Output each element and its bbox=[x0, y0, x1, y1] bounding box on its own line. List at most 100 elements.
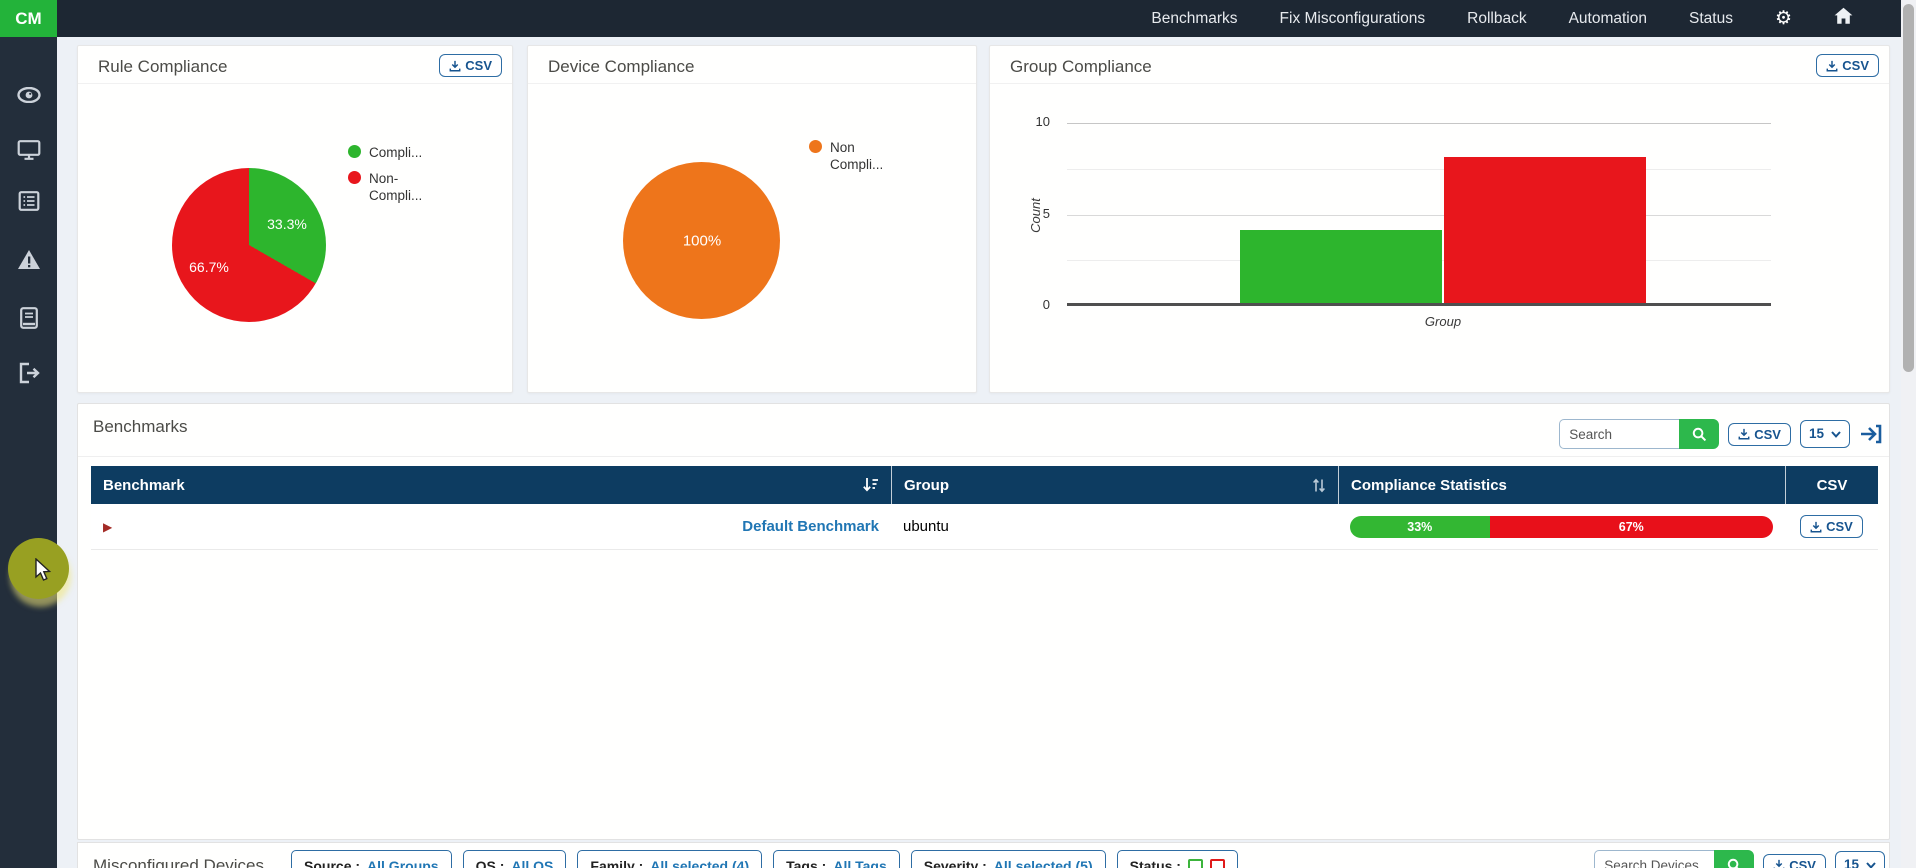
expand-panel-icon[interactable] bbox=[1859, 422, 1883, 446]
filter-source[interactable]: Source : All Groups bbox=[291, 850, 452, 868]
home-icon[interactable] bbox=[1834, 7, 1853, 30]
search-group bbox=[1559, 419, 1720, 449]
column-header-benchmark[interactable]: Benchmark bbox=[91, 466, 891, 504]
benchmark-link[interactable]: Default Benchmark bbox=[742, 518, 879, 535]
nav-status[interactable]: Status bbox=[1689, 9, 1733, 27]
page-scrollbar[interactable] bbox=[1901, 0, 1916, 868]
benchmarks-controls: CSV 15 bbox=[1559, 419, 1883, 449]
rule-compliance-pie[interactable] bbox=[172, 168, 326, 322]
row-csv-button[interactable]: CSV bbox=[1800, 515, 1863, 538]
progress-compliant: 33% bbox=[1350, 515, 1490, 538]
panel-title: Benchmarks bbox=[93, 417, 188, 436]
chevron-down-icon bbox=[1831, 430, 1841, 438]
compliance-progress-bar: 33% 67% bbox=[1350, 515, 1773, 538]
filter-family[interactable]: Family : All selected (4) bbox=[577, 850, 763, 868]
filter-tags[interactable]: Tags : All Tags bbox=[773, 850, 900, 868]
card-title: Group Compliance bbox=[1010, 57, 1152, 76]
y-axis-tick: 10 bbox=[1035, 114, 1050, 129]
nav-fix-misconfigurations[interactable]: Fix Misconfigurations bbox=[1279, 9, 1426, 27]
legend-dot-compliant bbox=[348, 145, 361, 158]
y-axis-tick: 0 bbox=[1042, 297, 1050, 312]
expand-row-icon[interactable]: ▶ bbox=[103, 519, 113, 534]
list-icon[interactable] bbox=[18, 191, 39, 216]
download-icon bbox=[1773, 859, 1785, 868]
gridline bbox=[1067, 123, 1771, 124]
page-size-select[interactable]: 15 bbox=[1799, 420, 1850, 448]
book-icon[interactable] bbox=[19, 307, 38, 334]
gear-icon[interactable]: ⚙ bbox=[1774, 8, 1792, 29]
download-icon bbox=[1826, 60, 1838, 71]
sort-updown-icon bbox=[1313, 478, 1325, 492]
divider bbox=[990, 83, 1889, 84]
monitor-icon[interactable] bbox=[17, 140, 40, 165]
eye-icon[interactable] bbox=[16, 86, 41, 108]
pie-slice-label: 66.7% bbox=[189, 259, 229, 275]
mouse-cursor-icon bbox=[35, 558, 52, 581]
benchmarks-table: Benchmark Group Compliance Statistics CS… bbox=[91, 466, 1878, 550]
legend-dot-noncompliant bbox=[348, 171, 361, 184]
status-compliant-checkbox[interactable] bbox=[1187, 858, 1203, 868]
gridline bbox=[1067, 214, 1771, 216]
warning-icon[interactable] bbox=[17, 249, 41, 275]
device-compliance-pie[interactable] bbox=[623, 162, 780, 319]
progress-noncompliant: 67% bbox=[1489, 515, 1773, 538]
scrollbar-thumb[interactable] bbox=[1903, 4, 1914, 372]
search-button[interactable] bbox=[1714, 850, 1755, 868]
bar-chart-plot-area bbox=[1067, 123, 1771, 306]
chevron-down-icon bbox=[1866, 861, 1876, 868]
x-axis-label: Group bbox=[1424, 314, 1462, 329]
column-header-compliance-statistics[interactable]: Compliance Statistics bbox=[1338, 466, 1785, 504]
status-noncompliant-checkbox[interactable] bbox=[1209, 858, 1225, 868]
divider bbox=[78, 83, 512, 84]
rule-compliance-card: Rule Compliance CSV 33.3% 66.7% Compli..… bbox=[77, 45, 513, 393]
sort-amount-icon bbox=[863, 478, 878, 492]
left-sidebar bbox=[0, 37, 57, 868]
download-icon bbox=[1810, 521, 1822, 532]
table-row: ▶ Default Benchmark ubuntu 33% 67% CSV bbox=[91, 504, 1878, 550]
filter-os[interactable]: OS : All OS bbox=[462, 850, 567, 868]
search-icon bbox=[1692, 427, 1706, 441]
device-compliance-card: Device Compliance 100% Non Compli... bbox=[527, 45, 977, 393]
cursor-highlight bbox=[8, 538, 69, 599]
search-button[interactable] bbox=[1679, 419, 1720, 449]
bar-compliant[interactable] bbox=[1240, 230, 1442, 303]
csv-export-button[interactable]: CSV bbox=[1728, 422, 1791, 446]
misconfigured-devices-panel: Misconfigured Devices Source : All Group… bbox=[77, 842, 1890, 868]
nav-automation[interactable]: Automation bbox=[1568, 9, 1647, 27]
group-cell: ubuntu bbox=[903, 518, 949, 535]
divider bbox=[78, 456, 1889, 457]
logout-icon[interactable] bbox=[18, 362, 40, 389]
search-input[interactable] bbox=[1559, 419, 1680, 449]
app-logo[interactable]: CM bbox=[0, 0, 57, 37]
column-header-group[interactable]: Group bbox=[891, 466, 1338, 504]
table-header: Benchmark Group Compliance Statistics CS… bbox=[91, 466, 1878, 504]
misconfigured-controls: CSV 15 bbox=[1594, 850, 1885, 868]
csv-export-button[interactable]: CSV bbox=[1816, 54, 1879, 77]
bar-noncompliant[interactable] bbox=[1444, 157, 1646, 303]
legend-item[interactable]: Non- Compli... bbox=[348, 170, 422, 204]
download-icon bbox=[1738, 428, 1750, 440]
legend-item[interactable]: Compli... bbox=[348, 144, 422, 161]
group-compliance-card: Group Compliance CSV 10 5 0 Count Group bbox=[989, 45, 1890, 393]
csv-export-button[interactable]: CSV bbox=[439, 54, 502, 77]
gridline bbox=[1067, 168, 1771, 170]
pie-legend: Non Compli... bbox=[809, 139, 883, 182]
search-devices-input[interactable] bbox=[1594, 850, 1715, 868]
card-title: Rule Compliance bbox=[98, 57, 228, 76]
divider bbox=[528, 83, 976, 84]
csv-export-button[interactable]: CSV bbox=[1763, 853, 1826, 868]
y-axis-tick: 5 bbox=[1042, 206, 1050, 221]
search-icon bbox=[1727, 858, 1739, 868]
nav-rollback[interactable]: Rollback bbox=[1467, 9, 1527, 27]
legend-dot-noncompliant bbox=[809, 140, 822, 153]
nav-menu: Benchmarks Fix Misconfigurations Rollbac… bbox=[1151, 7, 1901, 30]
filter-severity[interactable]: Severity : All selected (5) bbox=[910, 850, 1106, 868]
y-axis-label: Count bbox=[1027, 198, 1043, 233]
column-header-csv: CSV bbox=[1785, 466, 1878, 504]
legend-item[interactable]: Non Compli... bbox=[809, 139, 883, 173]
nav-benchmarks[interactable]: Benchmarks bbox=[1151, 9, 1238, 27]
page-size-select[interactable]: 15 bbox=[1834, 851, 1885, 868]
top-navbar: CM Benchmarks Fix Misconfigurations Roll… bbox=[0, 0, 1901, 37]
filter-status[interactable]: Status : bbox=[1116, 850, 1238, 868]
pie-legend: Compli... Non- Compli... bbox=[348, 144, 422, 213]
